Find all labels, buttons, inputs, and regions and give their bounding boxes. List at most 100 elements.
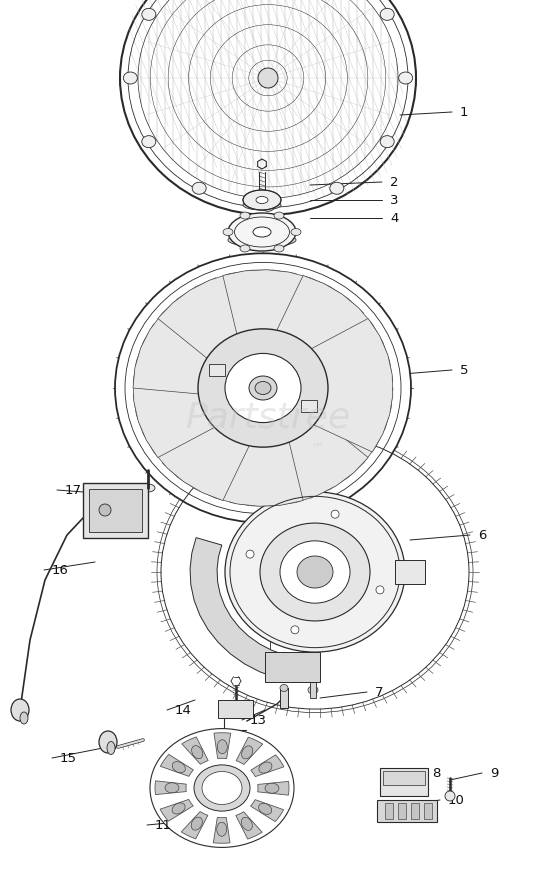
Circle shape — [99, 504, 111, 516]
Ellipse shape — [120, 75, 416, 93]
Ellipse shape — [330, 182, 344, 195]
Ellipse shape — [11, 699, 29, 721]
Bar — [218, 700, 253, 718]
Text: 16: 16 — [52, 564, 69, 576]
Ellipse shape — [297, 556, 333, 588]
Ellipse shape — [225, 492, 405, 653]
Text: 7: 7 — [375, 685, 384, 699]
Ellipse shape — [280, 685, 288, 692]
Ellipse shape — [228, 213, 296, 251]
Bar — [398, 803, 406, 819]
Circle shape — [258, 68, 278, 88]
Bar — [265, 652, 320, 682]
Bar — [310, 682, 316, 698]
Ellipse shape — [242, 746, 253, 759]
Ellipse shape — [274, 212, 284, 219]
Ellipse shape — [249, 376, 277, 400]
Ellipse shape — [259, 762, 272, 773]
Ellipse shape — [380, 8, 394, 20]
Ellipse shape — [256, 196, 268, 204]
Ellipse shape — [308, 686, 318, 694]
Ellipse shape — [202, 772, 242, 805]
Bar — [301, 399, 317, 412]
Ellipse shape — [258, 804, 272, 814]
Bar — [89, 489, 142, 532]
Ellipse shape — [107, 741, 115, 755]
Ellipse shape — [20, 712, 28, 724]
Ellipse shape — [243, 190, 281, 210]
Polygon shape — [251, 755, 284, 777]
Text: Partstree: Partstree — [185, 401, 350, 435]
Polygon shape — [160, 755, 194, 776]
Text: 8: 8 — [432, 766, 440, 780]
Polygon shape — [236, 737, 263, 765]
Polygon shape — [182, 737, 208, 765]
Ellipse shape — [255, 381, 271, 395]
Ellipse shape — [198, 329, 328, 447]
Ellipse shape — [157, 431, 473, 713]
Polygon shape — [181, 812, 208, 839]
Ellipse shape — [243, 200, 281, 210]
Polygon shape — [311, 318, 393, 452]
Ellipse shape — [142, 136, 156, 148]
Text: 11: 11 — [155, 819, 172, 831]
Polygon shape — [158, 270, 296, 358]
Ellipse shape — [274, 245, 284, 252]
Text: 9: 9 — [490, 766, 499, 780]
Polygon shape — [213, 818, 230, 844]
Polygon shape — [133, 386, 249, 501]
Polygon shape — [162, 420, 303, 506]
Text: 15: 15 — [60, 751, 77, 765]
Polygon shape — [250, 800, 284, 821]
Ellipse shape — [142, 8, 156, 20]
Text: 13: 13 — [250, 714, 267, 726]
Ellipse shape — [99, 731, 117, 753]
Bar — [411, 803, 419, 819]
Ellipse shape — [291, 228, 301, 236]
Polygon shape — [160, 799, 193, 821]
Polygon shape — [223, 269, 364, 356]
Ellipse shape — [280, 541, 350, 603]
Bar — [385, 803, 393, 819]
Ellipse shape — [165, 783, 179, 793]
Circle shape — [331, 510, 339, 518]
Polygon shape — [280, 382, 393, 498]
Ellipse shape — [380, 136, 394, 148]
Polygon shape — [236, 812, 262, 839]
Ellipse shape — [240, 212, 250, 219]
Bar — [377, 800, 437, 822]
Text: 10: 10 — [448, 794, 465, 806]
Text: 1: 1 — [460, 106, 469, 118]
Ellipse shape — [115, 253, 411, 523]
Bar — [424, 803, 432, 819]
Bar — [395, 560, 425, 584]
Ellipse shape — [240, 245, 250, 252]
Bar — [209, 364, 225, 376]
Ellipse shape — [241, 817, 253, 830]
Ellipse shape — [191, 817, 202, 830]
Text: 14: 14 — [175, 703, 192, 717]
Ellipse shape — [120, 0, 416, 215]
Text: 17: 17 — [65, 484, 82, 496]
Ellipse shape — [253, 227, 271, 237]
Ellipse shape — [228, 233, 296, 247]
Circle shape — [291, 626, 299, 634]
Polygon shape — [133, 277, 246, 394]
Polygon shape — [155, 781, 186, 795]
Circle shape — [246, 550, 254, 558]
Polygon shape — [214, 733, 231, 758]
Polygon shape — [258, 781, 289, 795]
Circle shape — [445, 791, 455, 801]
Bar — [383, 771, 425, 785]
Polygon shape — [190, 538, 285, 677]
Polygon shape — [277, 276, 393, 390]
Ellipse shape — [172, 762, 185, 773]
Bar — [380, 768, 428, 796]
Text: 2: 2 — [390, 175, 399, 188]
Ellipse shape — [261, 199, 275, 212]
Ellipse shape — [194, 765, 250, 811]
Polygon shape — [230, 418, 368, 506]
Ellipse shape — [150, 729, 294, 847]
Ellipse shape — [225, 354, 301, 422]
Ellipse shape — [265, 783, 279, 793]
